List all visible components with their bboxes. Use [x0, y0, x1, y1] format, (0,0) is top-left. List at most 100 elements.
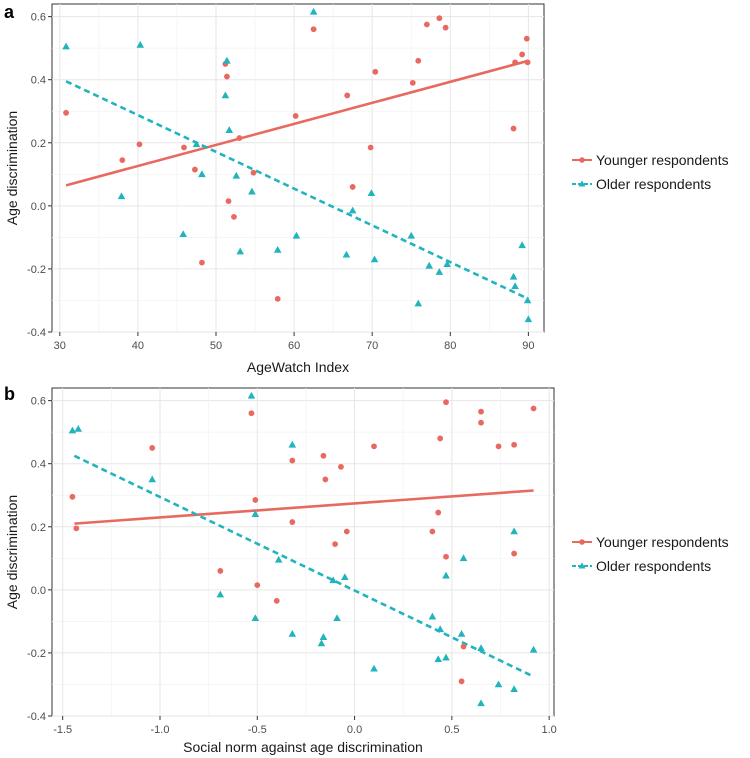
point-younger [192, 166, 198, 173]
panel-a-x-axis-title: AgeWatch Index [247, 359, 349, 375]
panel-b-points [68, 391, 538, 707]
y-tick-label: 0.4 [31, 75, 46, 87]
point-older [434, 655, 443, 663]
point-younger [443, 399, 449, 406]
point-older [524, 315, 533, 323]
point-older [435, 268, 444, 275]
x-tick-label: 1.0 [541, 724, 556, 736]
point-older [319, 633, 328, 640]
point-older [251, 614, 260, 622]
point-older [74, 425, 83, 432]
y-tick-label: -0.2 [27, 648, 46, 660]
point-older [477, 699, 485, 707]
panel-b-plot-area [51, 387, 555, 717]
point-younger [217, 568, 224, 574]
point-younger [510, 125, 517, 132]
panel-b-x-tick-labels: -1.5 -1.0 -0.5 0.0 0.5 1.0 [53, 716, 557, 736]
panel-a-label: a [4, 2, 15, 22]
point-younger [436, 15, 443, 22]
point-younger [250, 169, 257, 176]
x-tick-label: 40 [132, 340, 144, 352]
point-younger [495, 443, 502, 450]
point-younger [224, 73, 230, 80]
point-younger [372, 68, 379, 75]
panel-a-trend-lines [65, 59, 529, 301]
point-older [216, 590, 225, 598]
point-older [179, 230, 187, 238]
y-tick-label: -0.2 [27, 264, 46, 276]
panel-b-trend-lines [73, 454, 535, 678]
point-younger [254, 582, 261, 589]
panel-a-legend-older-marker [578, 180, 586, 187]
point-older [442, 653, 450, 661]
point-older [136, 41, 145, 48]
point-older [288, 440, 297, 448]
point-older [342, 250, 351, 258]
point-younger [349, 184, 356, 190]
point-older [309, 7, 318, 15]
point-older [414, 299, 423, 307]
point-younger [225, 198, 232, 205]
point-older [274, 555, 283, 563]
point-older [511, 282, 519, 290]
point-older [457, 630, 466, 637]
point-younger [289, 519, 296, 525]
point-younger [332, 541, 339, 548]
y-tick-label: 0.4 [31, 459, 46, 471]
point-younger [231, 213, 237, 220]
point-younger [248, 410, 255, 417]
x-tick-label: 70 [366, 340, 378, 352]
panel-a-legend-younger-marker [579, 157, 585, 163]
point-older [510, 685, 518, 692]
point-younger [344, 92, 351, 99]
point-younger [429, 528, 436, 535]
x-tick-label: 0.5 [444, 724, 459, 736]
point-older [232, 171, 241, 179]
x-tick-label: 30 [54, 340, 66, 352]
x-tick-label: 0.0 [347, 724, 362, 736]
panel-a-y-axis-title: Age discrimination [4, 111, 20, 225]
point-younger [458, 678, 465, 685]
point-younger [443, 553, 449, 560]
point-younger [322, 476, 329, 483]
point-older [221, 91, 230, 99]
point-younger [181, 144, 187, 151]
point-younger [320, 452, 327, 459]
panel-a-points [62, 7, 533, 323]
point-younger [236, 135, 243, 141]
panel-b-y-axis-title: Age discrimination [4, 495, 20, 609]
point-older [370, 664, 378, 672]
point-younger [442, 24, 449, 31]
point-older [236, 247, 245, 255]
x-tick-label: -0.5 [248, 724, 267, 736]
panel-a-x-tick-labels: 30 40 50 60 70 80 90 [54, 332, 535, 352]
point-younger [136, 141, 143, 148]
point-older [273, 246, 282, 253]
panel-b-label: b [4, 384, 15, 404]
x-tick-label: 80 [444, 340, 456, 352]
point-younger [63, 109, 69, 116]
point-younger [512, 59, 519, 66]
point-older [223, 56, 231, 64]
panel-b-y-tick-labels: -0.4 -0.2 0.0 0.2 0.4 0.6 [27, 396, 52, 723]
x-tick-label: -1.5 [53, 724, 72, 736]
point-older [425, 261, 433, 269]
y-tick-label: 0.2 [31, 138, 46, 150]
point-younger [409, 79, 416, 86]
x-tick-label: 90 [522, 340, 534, 352]
point-older [317, 639, 326, 647]
point-younger [149, 445, 156, 451]
panel-a-legend-younger-label: Younger respondents [596, 152, 729, 168]
x-tick-label: 50 [210, 340, 222, 352]
y-tick-label: 0.0 [31, 201, 46, 213]
point-younger [435, 509, 442, 516]
point-younger [478, 408, 484, 415]
point-older [68, 426, 77, 434]
point-younger [73, 525, 80, 532]
point-older [148, 475, 157, 483]
point-older [333, 614, 341, 622]
point-older [518, 241, 526, 249]
panel-b-legend: Younger respondents Older respondents [572, 534, 729, 574]
point-younger [343, 528, 350, 535]
